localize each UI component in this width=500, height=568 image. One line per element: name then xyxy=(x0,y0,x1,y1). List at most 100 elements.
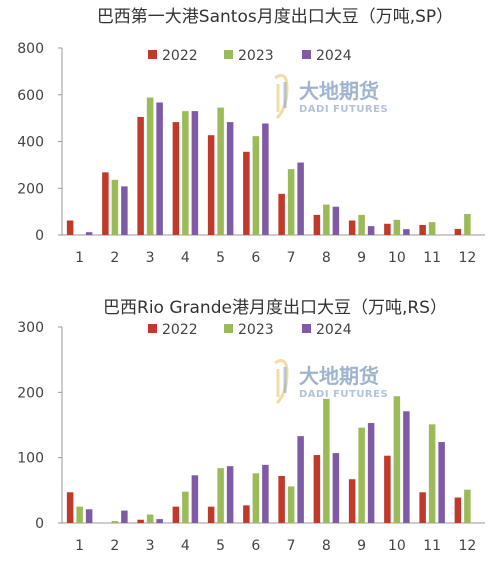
bar-2022-m2 xyxy=(102,172,109,235)
bar-2024-m1 xyxy=(85,509,93,523)
bar-2022-m9 xyxy=(348,479,356,523)
bar-2023-m3 xyxy=(146,514,154,523)
bar-2022-m7 xyxy=(278,475,285,523)
y-tick-label: 200 xyxy=(17,385,44,401)
bar-2024-m9 xyxy=(367,423,375,523)
bar-2023-m8 xyxy=(323,204,330,235)
legend-swatch-2023 xyxy=(224,50,233,59)
bar-2024-m6 xyxy=(262,123,269,235)
bar-2022-m1 xyxy=(66,492,74,523)
x-tick-label: 5 xyxy=(216,250,225,266)
legend-label-2024: 2024 xyxy=(316,48,352,64)
x-tick-label: 1 xyxy=(75,538,84,554)
bar-2024-m3 xyxy=(156,102,163,236)
bar-2023-m3 xyxy=(146,97,154,236)
bar-2023-m5 xyxy=(217,107,224,235)
bar-2023-m9 xyxy=(358,427,365,523)
bar-2023-m9 xyxy=(358,214,365,235)
watermark-cn: 大地期货 xyxy=(299,364,379,388)
bar-2023-m8 xyxy=(323,398,330,523)
watermark-cn: 大地期货 xyxy=(299,79,379,103)
legend-label-2023: 2023 xyxy=(238,322,274,338)
bar-2022-m4 xyxy=(172,506,180,523)
bar-2023-m1 xyxy=(76,506,83,523)
bar-2023-m7 xyxy=(287,169,295,235)
bar-2022-m6 xyxy=(243,151,250,235)
legend-label-2022: 2022 xyxy=(162,322,198,338)
bar-2022-m12 xyxy=(454,497,462,523)
y-tick-label: 0 xyxy=(35,516,44,532)
bar-2023-m12 xyxy=(464,213,471,235)
x-tick-label: 8 xyxy=(322,250,331,266)
bar-2022-m7 xyxy=(278,193,285,235)
x-tick-label: 12 xyxy=(458,250,476,266)
bar-2023-m11 xyxy=(428,424,436,523)
bar-2022-m3 xyxy=(137,519,144,523)
x-tick-label: 3 xyxy=(146,538,155,554)
legend-swatch-2024 xyxy=(302,50,311,59)
bar-2024-m5 xyxy=(226,122,234,235)
bar-2024-m4 xyxy=(191,111,199,235)
y-tick-label: 100 xyxy=(17,451,44,467)
chart-title: 巴西Rio Grande港月度出口大豆（万吨,RS） xyxy=(103,298,447,318)
bar-2022-m8 xyxy=(313,214,321,235)
y-tick-label: 400 xyxy=(17,135,44,151)
bar-2022-m9 xyxy=(348,220,356,235)
bar-2022-m5 xyxy=(207,135,215,235)
x-tick-label: 9 xyxy=(357,538,366,554)
legend-label-2024: 2024 xyxy=(316,322,352,338)
x-tick-label: 5 xyxy=(216,538,225,554)
bar-2024-m6 xyxy=(262,464,269,523)
x-tick-label: 12 xyxy=(458,538,476,554)
bar-2022-m10 xyxy=(384,455,391,523)
bar-2024-m10 xyxy=(403,411,410,523)
bar-2024-m7 xyxy=(297,436,304,523)
x-tick-label: 11 xyxy=(423,250,441,266)
bar-2023-m7 xyxy=(287,486,295,523)
watermark-logo-icon xyxy=(274,359,289,405)
x-tick-label: 1 xyxy=(75,250,84,266)
bar-2022-m3 xyxy=(137,116,144,235)
bar-2022-m6 xyxy=(243,505,250,523)
bar-2022-m1 xyxy=(66,220,74,235)
bar-2023-m11 xyxy=(428,222,436,235)
x-tick-label: 11 xyxy=(423,538,441,554)
y-tick-label: 200 xyxy=(17,181,44,197)
bar-2023-m4 xyxy=(182,491,189,523)
x-tick-label: 2 xyxy=(110,250,119,266)
y-tick-label: 600 xyxy=(17,88,44,104)
bar-2024-m4 xyxy=(191,475,199,523)
bar-2024-m5 xyxy=(226,466,234,523)
bar-2022-m10 xyxy=(384,223,391,235)
chart-title: 巴西第一大港Santos月度出口大豆（万吨,SP） xyxy=(97,7,453,27)
bar-2023-m10 xyxy=(393,396,401,523)
bar-2024-m7 xyxy=(297,162,304,235)
y-tick-label: 0 xyxy=(35,228,44,244)
bar-2022-m5 xyxy=(207,506,215,523)
legend-swatch-2022 xyxy=(148,324,157,333)
bar-2023-m12 xyxy=(464,489,471,523)
bar-2023-m2 xyxy=(111,179,119,235)
bar-2024-m8 xyxy=(332,206,340,235)
bar-2023-m5 xyxy=(217,468,224,523)
bar-2023-m2 xyxy=(111,521,119,523)
bar-2024-m1 xyxy=(85,232,93,235)
bar-2023-m6 xyxy=(252,136,260,235)
bar-2024-m10 xyxy=(403,229,410,235)
bar-2024-m3 xyxy=(156,519,163,523)
legend-label-2022: 2022 xyxy=(162,48,198,64)
y-tick-label: 300 xyxy=(17,320,44,336)
legend-swatch-2023 xyxy=(224,324,233,333)
legend-swatch-2024 xyxy=(302,324,311,333)
bar-2024-m11 xyxy=(438,441,445,523)
bar-2022-m11 xyxy=(419,492,426,523)
watermark-en: DADI FUTURES xyxy=(299,389,388,400)
bar-2024-m2 xyxy=(121,510,128,523)
legend-label-2023: 2023 xyxy=(238,48,274,64)
x-tick-label: 4 xyxy=(181,250,190,266)
